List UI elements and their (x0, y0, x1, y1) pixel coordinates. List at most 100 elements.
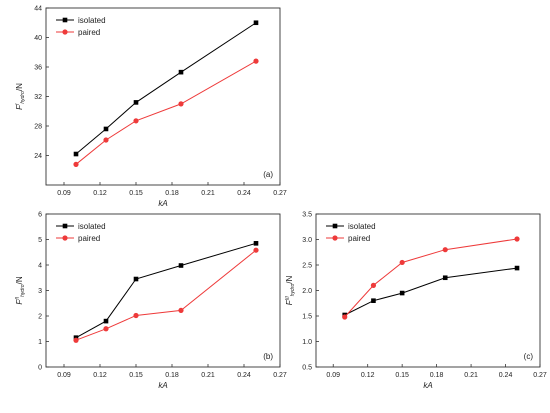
legend-marker-isolated (62, 17, 68, 23)
data-point-isolated (178, 69, 184, 75)
series-line-paired (344, 238, 518, 318)
y-axis-title: FIIhydro/N (15, 276, 26, 304)
y-axis-title-unit: /N (15, 276, 24, 284)
data-point-paired (399, 259, 405, 266)
y-tick-label: 2.5 (302, 263, 312, 270)
y-axis-title-sup: II (15, 296, 21, 299)
x-tick-label: 0.24 (237, 190, 251, 197)
series-line-isolated (75, 22, 257, 155)
x-tick-label: 0.18 (165, 190, 179, 197)
panel-label: (a) (263, 170, 273, 179)
data-point-isolated (253, 20, 259, 26)
x-tick-label: 0.18 (430, 372, 444, 379)
y-axis-title: FIIIhydro/N (285, 275, 296, 305)
x-tick-label: 0.15 (129, 190, 143, 197)
x-tick-label: 0.18 (165, 372, 179, 379)
y-axis-title-unit: /N (285, 275, 294, 283)
y-tick-label: 0 (38, 365, 42, 372)
y-axis-title-unit: /N (15, 83, 24, 91)
y-tick-label: 0.5 (302, 365, 312, 372)
y-axis-title-sub: hydro (20, 284, 26, 297)
data-point-isolated (73, 151, 79, 157)
data-point-paired (103, 137, 109, 143)
x-tick-label: 0.24 (237, 372, 251, 379)
y-tick-label: 2.0 (302, 288, 312, 295)
y-axis-title-sup: III (285, 296, 291, 301)
y-tick-label: 4 (38, 263, 42, 270)
data-point-isolated (103, 318, 109, 324)
y-axis-title: FIhydro/N (15, 83, 26, 110)
data-point-isolated (133, 100, 139, 105)
x-tick-label: 0.12 (93, 190, 107, 197)
legend-label-isolated: isolated (78, 222, 106, 231)
data-point-paired (253, 247, 259, 253)
data-point-paired (133, 312, 139, 319)
x-axis-title: kA (158, 199, 167, 208)
legend-label-isolated: isolated (348, 222, 376, 231)
data-point-paired (253, 58, 259, 64)
y-tick-label: 5 (38, 237, 42, 244)
y-tick-label: 24 (34, 153, 42, 160)
x-tick-label: 0.21 (464, 372, 478, 379)
y-axis-title-sub: hydro (290, 284, 296, 297)
legend-label-paired: paired (78, 28, 100, 37)
data-point-isolated (133, 276, 139, 282)
x-tick-label: 0.24 (499, 372, 513, 379)
legend-marker-paired (332, 235, 338, 241)
y-tick-label: 28 (34, 124, 42, 131)
data-point-paired (442, 247, 448, 253)
legend-label-isolated: isolated (78, 16, 106, 25)
x-tick-label: 0.15 (395, 372, 409, 379)
y-tick-label: 1.0 (302, 339, 312, 346)
data-point-isolated (442, 275, 448, 281)
x-tick-label: 0.09 (326, 372, 340, 379)
x-tick-label: 0.12 (361, 372, 375, 379)
series-line-paired (75, 60, 257, 165)
legend-marker-isolated (332, 223, 338, 229)
y-axis-title-sup: I (15, 103, 21, 105)
data-point-paired (370, 282, 377, 288)
data-point-paired (178, 101, 184, 107)
data-point-isolated (371, 298, 376, 303)
y-tick-label: 32 (34, 94, 42, 101)
y-axis-title-sub: hydro (20, 91, 26, 104)
x-tick-label: 0.12 (93, 372, 107, 379)
data-point-isolated (514, 265, 520, 271)
y-tick-label: 1 (38, 339, 42, 346)
x-tick-label: 0.27 (273, 372, 287, 379)
legend-marker-paired (62, 29, 68, 35)
y-tick-label: 40 (34, 35, 42, 42)
data-point-isolated (253, 241, 259, 246)
y-tick-label: 1.5 (302, 314, 312, 321)
chart-panel-b: 0.09 0.12 0.15 0.18 0.21 0.24 0.27 0 1 2 3 4 5 6 kA FII… (15, 212, 287, 391)
x-tick-label: 0.15 (129, 372, 143, 379)
y-axis-title-base: F (285, 299, 294, 305)
x-tick-label: 0.27 (273, 190, 287, 197)
legend-label-paired: paired (348, 234, 370, 243)
legend-marker-isolated (62, 223, 68, 229)
y-tick-label: 3 (38, 288, 42, 295)
x-axis-title: kA (158, 381, 167, 390)
data-point-paired (178, 307, 184, 313)
y-tick-label: 3.5 (302, 212, 312, 219)
data-point-isolated (399, 290, 405, 296)
y-tick-label: 3.0 (302, 237, 312, 244)
data-point-paired (133, 118, 139, 124)
x-tick-label: 0.27 (533, 372, 547, 379)
chart-panel-c: 0.09 0.12 0.15 0.18 0.21 0.24 0.27 0.5 1.0 1.5 2.0… (285, 212, 547, 391)
data-point-paired (73, 337, 79, 343)
x-tick-label: 0.21 (201, 372, 215, 379)
panel-label: (c) (524, 352, 534, 361)
panel-label: (b) (263, 352, 273, 361)
x-tick-label: 0.09 (57, 190, 71, 197)
y-tick-label: 36 (34, 65, 42, 72)
data-point-isolated (178, 263, 184, 268)
series-line-isolated (344, 267, 518, 316)
data-point-isolated (103, 126, 109, 132)
y-axis-title-base: F (15, 299, 24, 305)
legend-label-paired: paired (78, 234, 100, 243)
y-axis-title-base: F (15, 104, 24, 110)
chart-panel-a: 0.09 0.12 0.15 0.18 0.21 0.24 0.27 24 28 32 36 40 44… (15, 6, 287, 209)
x-tick-label: 0.21 (201, 190, 215, 197)
